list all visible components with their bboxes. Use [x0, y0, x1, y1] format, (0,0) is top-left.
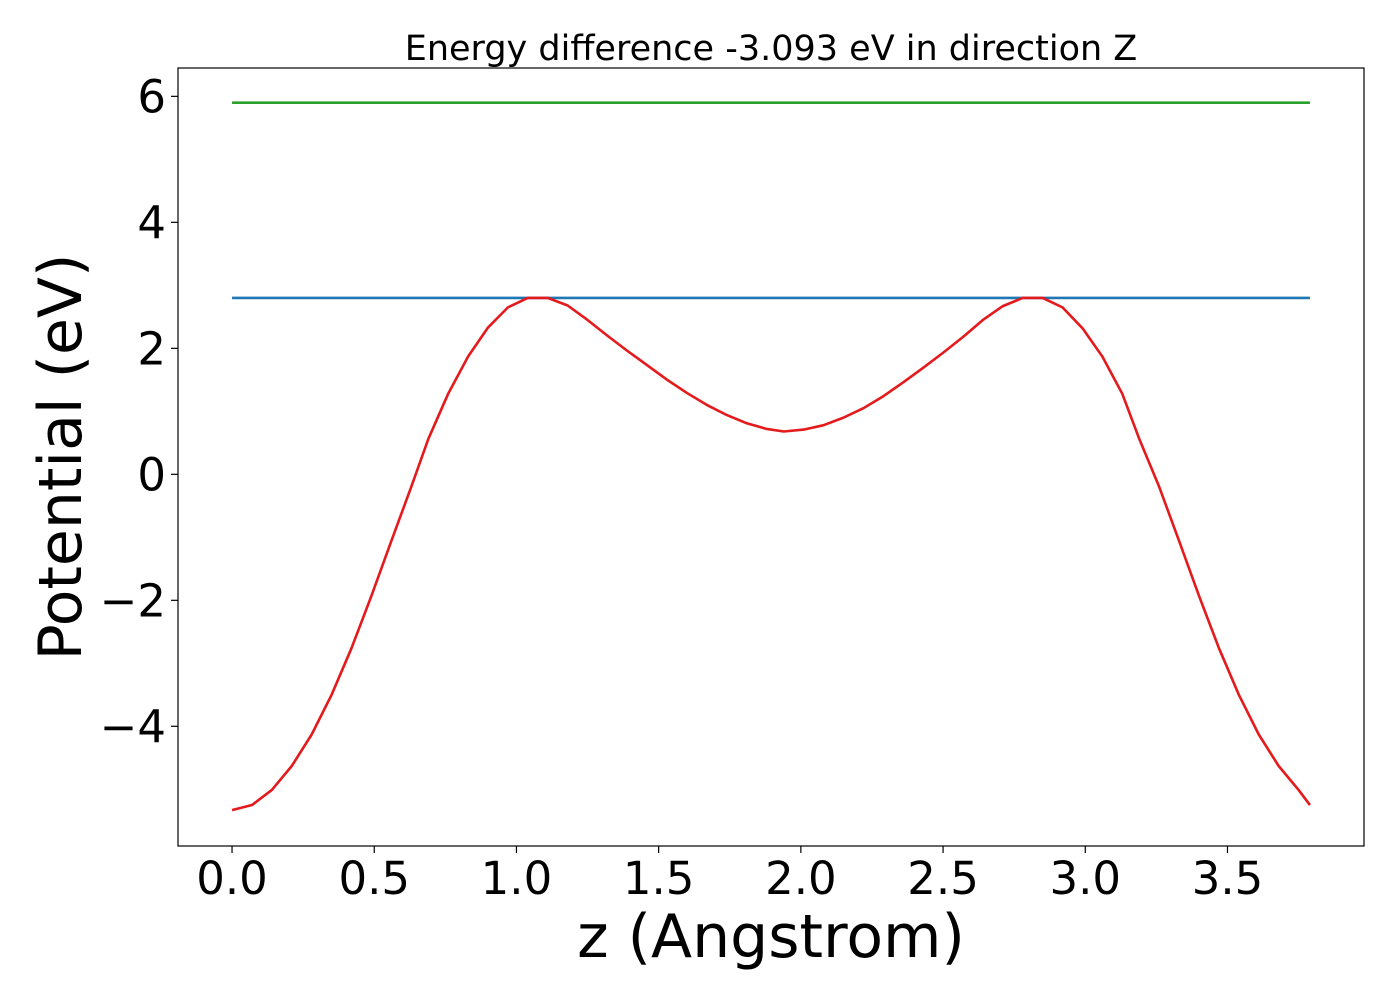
series-line-3	[231, 296, 1311, 812]
x-tick-label: 3.0	[1049, 852, 1121, 905]
x-tick-label: 0.5	[338, 852, 410, 905]
y-tick-label: 6	[137, 70, 166, 123]
y-axis-label: Potential (eV)	[26, 254, 96, 661]
x-tick-label: 1.0	[481, 852, 553, 905]
x-tick-label: 2.0	[765, 852, 837, 905]
y-tick-label: 2	[137, 322, 166, 375]
x-tick-label: 2.5	[907, 852, 979, 905]
series-layer	[231, 101, 1311, 812]
x-tick-label: 3.5	[1192, 852, 1264, 905]
y-tick-label: 4	[137, 196, 166, 249]
plot-area	[177, 67, 1365, 847]
y-tick-label: −2	[100, 574, 166, 627]
chart-title: Energy difference -3.093 eV in direction…	[405, 29, 1138, 69]
y-tick-label: 0	[137, 448, 166, 501]
x-axis-ticks: 0.0 0.5 1.0 1.5 2.0 2.5 3.0 3.5	[196, 846, 1263, 905]
x-tick-label: 0.0	[196, 852, 268, 905]
x-tick-label: 1.5	[623, 852, 695, 905]
y-tick-label: −4	[100, 700, 166, 753]
y-axis-ticks: −4 −2 0 2 4 6	[100, 70, 178, 753]
x-axis-label: z (Angstrom)	[577, 902, 965, 972]
